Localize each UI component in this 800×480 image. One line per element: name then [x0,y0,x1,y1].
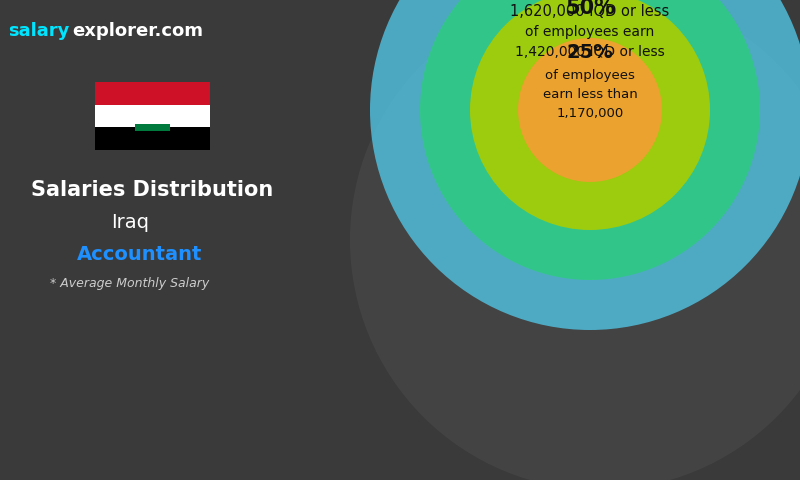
Text: 25%: 25% [566,44,614,62]
Text: 1,170,000: 1,170,000 [556,108,624,120]
Ellipse shape [350,0,800,480]
Text: of employees: of employees [545,70,635,83]
Text: Accountant: Accountant [78,245,202,264]
Text: of employees earn: of employees earn [526,25,654,39]
Text: explorer.com: explorer.com [72,22,203,40]
Circle shape [470,0,710,230]
FancyBboxPatch shape [95,82,210,105]
FancyBboxPatch shape [135,124,170,131]
Text: 1,420,000 IQD or less: 1,420,000 IQD or less [515,45,665,59]
Text: earn less than: earn less than [542,88,638,101]
Circle shape [370,0,800,330]
FancyBboxPatch shape [95,127,210,150]
Text: 50%: 50% [565,0,615,18]
Text: Salaries Distribution: Salaries Distribution [31,180,273,200]
FancyBboxPatch shape [95,105,210,127]
Circle shape [420,0,760,280]
Text: * Average Monthly Salary: * Average Monthly Salary [50,277,210,290]
Text: Iraq: Iraq [111,213,149,231]
Circle shape [518,38,662,182]
Text: salary: salary [8,22,70,40]
Text: 1,620,000 IQD or less: 1,620,000 IQD or less [510,4,670,20]
